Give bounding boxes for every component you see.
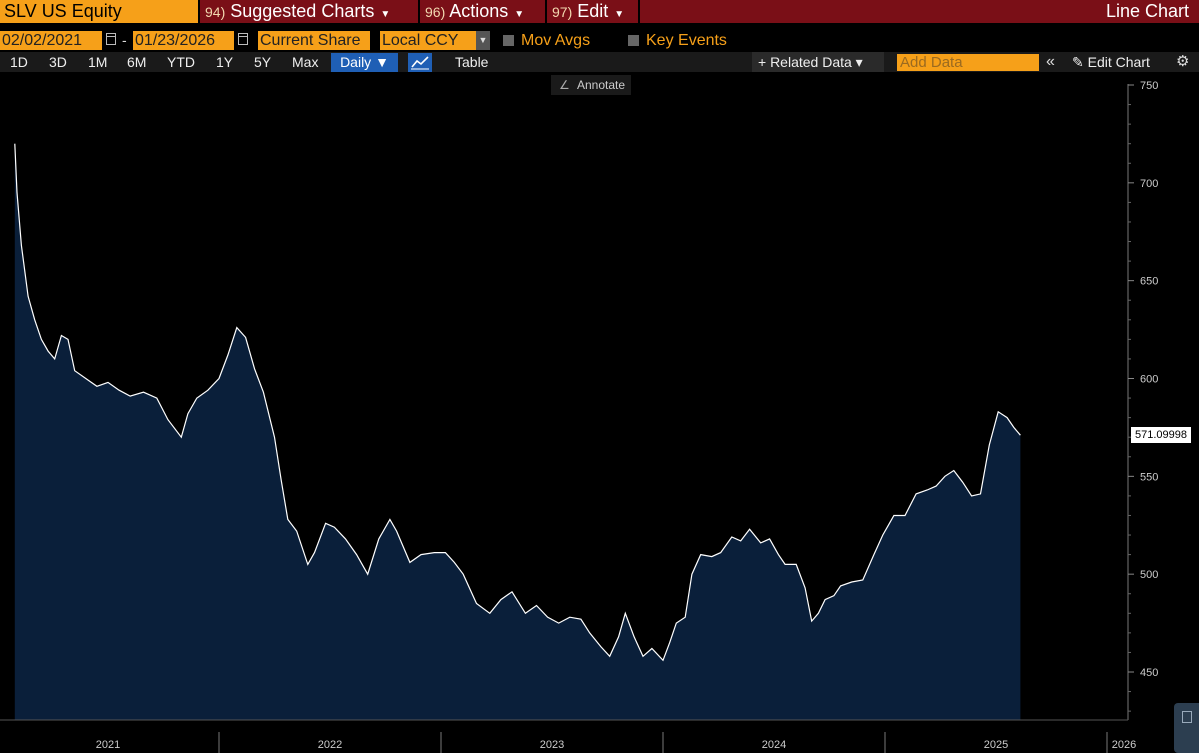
edit-menu[interactable]: 97) Edit ▼ [552, 0, 624, 23]
period-3d[interactable]: 3D [49, 54, 67, 70]
x-tick-label: 2026 [1112, 739, 1136, 751]
menu-label: Suggested Charts [230, 1, 375, 21]
y-tick-label: 500 [1140, 569, 1158, 581]
y-tick-label: 750 [1140, 80, 1158, 92]
line-chart-icon[interactable] [408, 53, 432, 72]
x-tick-label: 2024 [762, 739, 786, 751]
period-1m[interactable]: 1M [88, 54, 108, 70]
caret-down-icon: ▼ [380, 9, 391, 20]
x-tick-label: 2022 [318, 739, 342, 751]
pencil-icon: ∠ [559, 78, 570, 92]
start-date-field[interactable]: 02/02/2021 [0, 31, 102, 50]
mov-avgs-label: Mov Avgs [521, 32, 591, 49]
chart-type-title: Line Chart [1105, 1, 1189, 21]
range-bar: 02/02/2021 - 01/23/2026 Current Share Lo… [0, 29, 1199, 51]
ticker-field[interactable]: SLV US Equity [0, 0, 198, 23]
x-tick-label: 2025 [984, 739, 1008, 751]
edit-chart-label: Edit Chart [1087, 54, 1150, 70]
dropdown-arrow-icon[interactable]: ▼ [476, 31, 490, 50]
edit-chart-button[interactable]: ✎ Edit Chart [1072, 52, 1150, 72]
range-dash: - [122, 32, 127, 48]
end-date-field[interactable]: 01/23/2026 [133, 31, 234, 50]
price-line [14, 143, 1021, 662]
actions-menu[interactable]: 96) Actions ▼ [425, 0, 524, 23]
period-6m[interactable]: 6M [127, 54, 147, 70]
toolbar-separator [198, 0, 200, 23]
side-panel-tab[interactable] [1174, 703, 1199, 753]
key-events-label: Key Events [646, 32, 727, 49]
x-tick-label: 2023 [540, 739, 564, 751]
caret-down-icon: ▼ [614, 9, 625, 20]
toolbar-separator [418, 0, 420, 23]
x-tick-label: 2021 [96, 739, 120, 751]
period-1d[interactable]: 1D [10, 54, 28, 70]
toolbar-separator [638, 0, 640, 23]
y-tick-label: 700 [1140, 178, 1158, 190]
period-bar: 1D 3D 1M 6M YTD 1Y 5Y Max Daily ▼ Table … [0, 52, 1199, 72]
key-events-checkbox[interactable] [628, 35, 639, 46]
share-mode-field[interactable]: Current Share [258, 31, 370, 50]
x-axis-ticks: 2021 2022 2023 2024 2025 2026 [96, 732, 1136, 753]
menu-number: 97) [552, 4, 573, 20]
last-value-label: 571.09998 [1131, 427, 1191, 443]
annotate-label: Annotate [577, 78, 626, 92]
menu-label: Actions [449, 1, 509, 21]
calendar-icon[interactable] [106, 33, 116, 45]
currency-field[interactable]: Local CCY [380, 31, 476, 50]
y-axis-ticks: 450 500 550 600 650 700 750 [1128, 80, 1158, 712]
period-5y[interactable]: 5Y [254, 54, 272, 70]
pencil-icon: ✎ [1072, 54, 1088, 70]
y-tick-label: 600 [1140, 374, 1158, 386]
period-max[interactable]: Max [292, 54, 319, 70]
caret-down-icon: ▼ [514, 9, 525, 20]
menu-number: 96) [425, 4, 446, 20]
y-tick-label: 550 [1140, 471, 1158, 483]
calendar-icon[interactable] [238, 33, 248, 45]
mov-avgs-checkbox[interactable] [503, 35, 514, 46]
frequency-dropdown[interactable]: Daily ▼ [331, 53, 398, 72]
top-toolbar: SLV US Equity 94) Suggested Charts ▼ 96) … [0, 0, 1199, 23]
add-data-input[interactable]: Add Data [897, 54, 1039, 71]
y-tick-label: 450 [1140, 667, 1158, 679]
related-data-button[interactable]: + Related Data ▾ [752, 52, 884, 72]
y-tick-label: 650 [1140, 276, 1158, 288]
gear-icon[interactable]: ⚙ [1176, 53, 1190, 70]
menu-number: 94) [205, 4, 226, 20]
period-ytd[interactable]: YTD [167, 54, 195, 70]
annotate-button[interactable]: ∠ Annotate [551, 75, 631, 95]
x-axis-band [0, 720, 1174, 753]
collapse-icon[interactable]: « [1046, 53, 1055, 70]
toolbar-separator [545, 0, 547, 23]
menu-label: Edit [577, 1, 609, 21]
period-1y[interactable]: 1Y [216, 54, 234, 70]
price-area-fill [14, 143, 1021, 720]
suggested-charts-menu[interactable]: 94) Suggested Charts ▼ [205, 0, 390, 23]
table-button[interactable]: Table [455, 54, 489, 70]
